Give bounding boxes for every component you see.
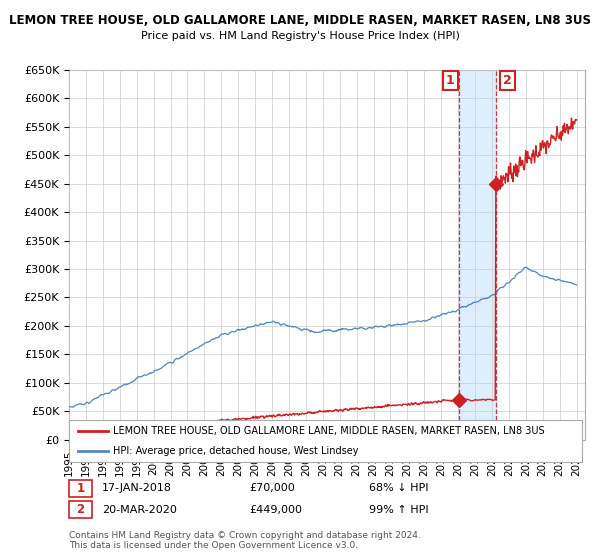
Text: 2: 2 bbox=[503, 74, 512, 87]
Text: 99% ↑ HPI: 99% ↑ HPI bbox=[369, 505, 428, 515]
Text: £70,000: £70,000 bbox=[249, 483, 295, 493]
Text: 17-JAN-2018: 17-JAN-2018 bbox=[102, 483, 172, 493]
Text: 68% ↓ HPI: 68% ↓ HPI bbox=[369, 483, 428, 493]
Text: HPI: Average price, detached house, West Lindsey: HPI: Average price, detached house, West… bbox=[113, 446, 358, 456]
Text: 2: 2 bbox=[76, 503, 85, 516]
Text: LEMON TREE HOUSE, OLD GALLAMORE LANE, MIDDLE RASEN, MARKET RASEN, LN8 3US: LEMON TREE HOUSE, OLD GALLAMORE LANE, MI… bbox=[9, 14, 591, 27]
Text: £449,000: £449,000 bbox=[249, 505, 302, 515]
Text: 1: 1 bbox=[446, 74, 455, 87]
Text: LEMON TREE HOUSE, OLD GALLAMORE LANE, MIDDLE RASEN, MARKET RASEN, LN8 3US: LEMON TREE HOUSE, OLD GALLAMORE LANE, MI… bbox=[113, 426, 544, 436]
Text: 1: 1 bbox=[76, 482, 85, 495]
Bar bbox=[459, 70, 496, 440]
Text: Price paid vs. HM Land Registry's House Price Index (HPI): Price paid vs. HM Land Registry's House … bbox=[140, 31, 460, 41]
Text: 20-MAR-2020: 20-MAR-2020 bbox=[102, 505, 177, 515]
Text: Contains HM Land Registry data © Crown copyright and database right 2024.
This d: Contains HM Land Registry data © Crown c… bbox=[69, 530, 421, 550]
